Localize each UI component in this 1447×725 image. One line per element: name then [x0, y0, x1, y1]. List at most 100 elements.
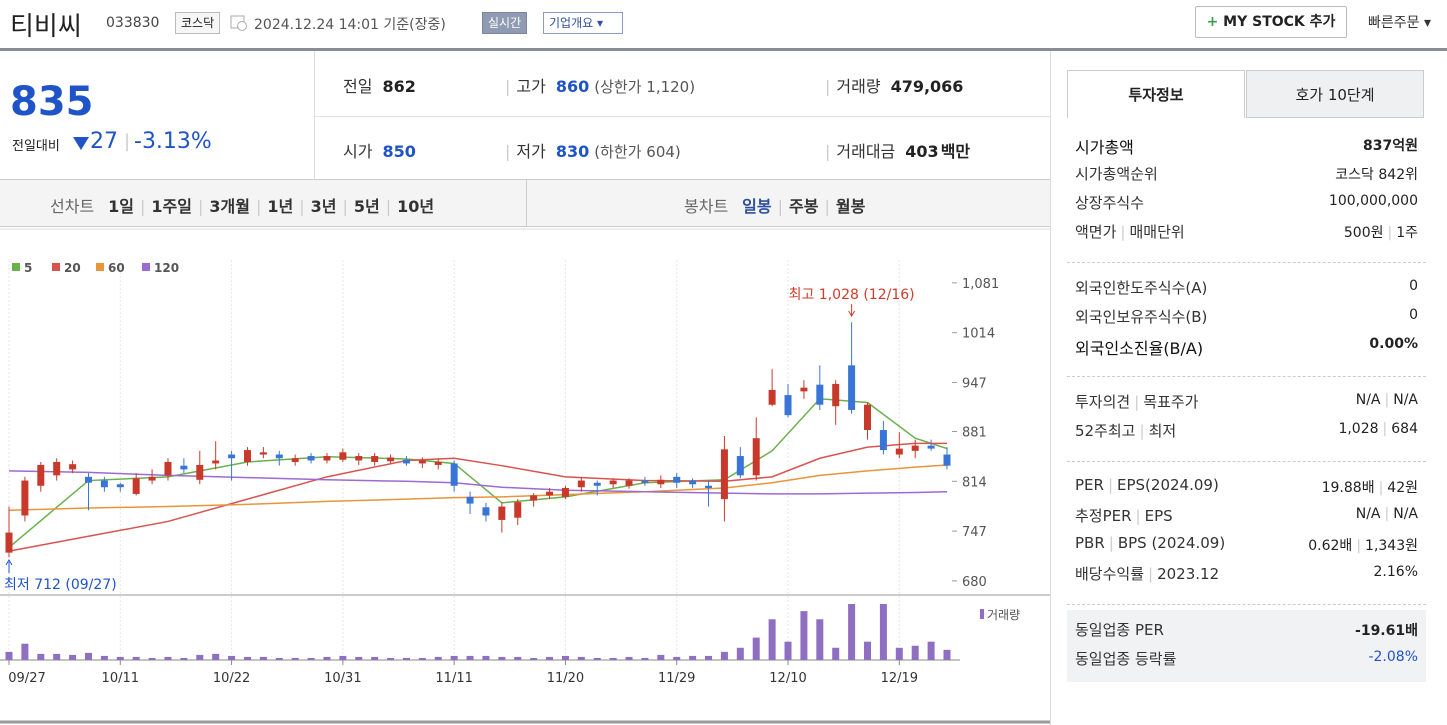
info-label-text: 액면가 — [1075, 223, 1117, 241]
candle-body — [673, 476, 681, 483]
candle-body — [450, 463, 458, 486]
summary-value: 479,066 — [890, 77, 964, 96]
info-label: 52주최고 | 최저 — [1075, 420, 1176, 441]
info-label-text: 투자의견 — [1075, 393, 1131, 411]
info-value: 0 — [1409, 307, 1418, 323]
info-value: 837억원 — [1363, 135, 1418, 155]
divider: | — [124, 131, 131, 152]
quick-order-label: 빠른주문 — [1368, 15, 1420, 31]
info-label: 외국인한도주식수(A) — [1075, 277, 1207, 298]
info-group: 외국인한도주식수(A) 0 외국인보유주식수(B) 0 외국인소진율(B/A) 0.00% — [1067, 268, 1426, 369]
volume-bar — [705, 655, 713, 660]
info-value-text: 42원 — [1387, 480, 1418, 496]
x-tick-label: 10/31 — [324, 671, 361, 686]
info-label: 시가총액순위 — [1075, 163, 1158, 184]
chart: 680 747 814 881 947 1014 1,081 09/27 10/11 10/22 1… — [0, 228, 1050, 724]
candle-body — [752, 438, 760, 476]
my-stock-button[interactable]: + MY STOCK 추가 — [1195, 6, 1347, 38]
period-button[interactable]: 일봉 — [742, 197, 772, 216]
info-label: 외국인보유주식수(B) — [1075, 306, 1207, 327]
info-row: 시가총액 837억원 — [1075, 131, 1418, 159]
period-button[interactable]: 10년 — [397, 197, 435, 216]
volume-bar — [625, 656, 633, 660]
divider: | — [1384, 392, 1390, 408]
period-button[interactable]: 1일 — [108, 197, 135, 216]
volume-bar — [339, 655, 347, 660]
tab[interactable]: 투자정보 — [1067, 70, 1245, 118]
volume-bar — [196, 654, 204, 660]
info-label-text: 52주최고 — [1075, 422, 1136, 440]
divider: | — [505, 77, 511, 96]
divider: | — [1139, 422, 1145, 440]
candle-body — [895, 448, 903, 455]
volume-bar — [864, 641, 872, 660]
candle-body — [116, 484, 124, 488]
candle-body — [800, 387, 808, 392]
quick-order-button[interactable]: 빠른주문 ▾ — [1368, 15, 1432, 31]
y-tick-label: 814 — [962, 475, 987, 490]
y-tick-label: 947 — [962, 376, 987, 391]
summary-unit: 백만 — [940, 142, 971, 161]
x-tick-label: 11/11 — [435, 671, 472, 686]
candle-body — [259, 452, 267, 455]
info-label: 액면가 | 매매단위 — [1075, 221, 1185, 242]
info-label-text: PER — [1075, 476, 1104, 494]
summary-value: 830 — [555, 142, 590, 161]
period-button[interactable]: 5년 — [353, 197, 380, 216]
volume-bar — [657, 654, 665, 660]
info-row: 배당수익률 | 2023.12 2.16% — [1075, 560, 1418, 588]
company-label: 기업개요 — [549, 16, 594, 30]
volume-bar — [402, 657, 410, 660]
info-row: 시가총액순위 코스닥 842위 — [1075, 160, 1418, 188]
period-button[interactable]: 3년 — [310, 197, 337, 216]
company-button[interactable]: 기업개요 ▾ — [543, 12, 623, 34]
info-group: 시가총액 837억원 시가총액순위 코스닥 842위 상장주식수 100,000,000 액… — [1067, 125, 1426, 255]
y-tick-label: 1014 — [962, 327, 995, 342]
summary-cell: 전일 862 — [343, 73, 416, 97]
ma-line — [8, 464, 948, 512]
candle-body — [148, 476, 156, 481]
info-value: 0.00% — [1369, 336, 1418, 352]
info-label-text: 매매단위 — [1129, 223, 1185, 241]
info-label-text: 추정PER — [1075, 507, 1132, 525]
candle-body — [84, 476, 92, 483]
info-label-text: 상장주식수 — [1075, 194, 1145, 212]
candle-body — [212, 460, 220, 464]
volume-bar — [212, 653, 220, 660]
info-value-text: 2.16% — [1373, 564, 1418, 580]
period-label: 선차트 — [50, 197, 95, 216]
info-label-text: 최저 — [1148, 422, 1177, 440]
period-button[interactable]: 주봉 — [789, 197, 819, 216]
volume-bar — [482, 655, 490, 660]
info-value-text: 500원 — [1343, 225, 1384, 241]
period-button[interactable]: 3개월 — [209, 197, 250, 216]
info-label-text: 시가총액순위 — [1075, 165, 1158, 183]
info-value: N/A | N/A — [1356, 392, 1418, 408]
period-button[interactable]: 월봉 — [835, 197, 866, 216]
candle-body — [736, 456, 744, 476]
period-button[interactable]: 1주일 — [151, 197, 192, 216]
period-button[interactable]: 1년 — [267, 197, 294, 216]
legend-label: 5 — [24, 261, 32, 275]
volume-bar — [736, 647, 744, 660]
summary-label: 거래대금 — [836, 142, 896, 161]
period-group: 봉차트 일봉 | 주봉 | 월봉 — [684, 193, 865, 217]
candle-body — [911, 445, 919, 451]
info-value-text: 1,343원 — [1365, 538, 1418, 554]
legend-swatch — [52, 263, 60, 271]
candle-body — [228, 454, 236, 459]
candle-body — [291, 458, 299, 462]
candle-body — [705, 485, 713, 488]
info-value-text: 0 — [1409, 278, 1418, 294]
tab[interactable]: 호가 10단계 — [1246, 70, 1424, 118]
info-row: PER | EPS(2024.09) 19.88배 | 42원 — [1075, 473, 1418, 501]
summary: 전일 862 | 고가 860 (상한가 1,120) | 거래량 479,066 시가 850 | 저… — [315, 51, 1050, 180]
volume-bar — [132, 656, 140, 660]
volume-bar — [927, 641, 935, 660]
candle-body — [53, 461, 61, 476]
realtime-button[interactable]: 실시간 — [482, 12, 528, 34]
info-value: 2.16% — [1374, 564, 1418, 580]
group-divider — [1067, 376, 1426, 377]
divider: | — [777, 197, 784, 216]
volume-bar — [450, 655, 458, 660]
